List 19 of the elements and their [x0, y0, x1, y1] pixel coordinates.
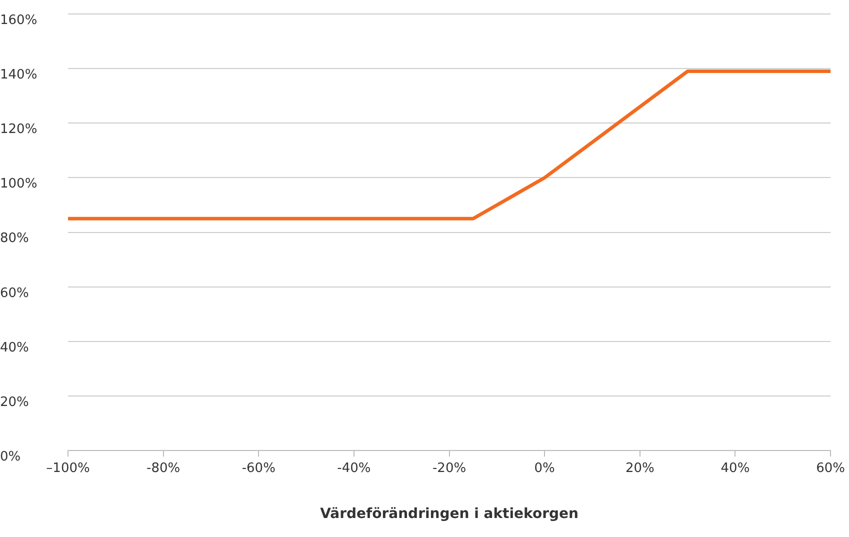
x-tick-label: -40%: [337, 460, 371, 476]
y-tick-label: 80%: [0, 231, 29, 246]
y-tick-label: 40%: [0, 340, 29, 356]
y-tick-label: 0%: [0, 449, 21, 464]
x-tick-label: -80%: [146, 460, 180, 476]
x-tick-label: 40%: [720, 460, 750, 476]
x-tick-label: 20%: [625, 460, 654, 476]
x-axis-title: Värdeförändringen i aktiekorgen: [320, 506, 578, 522]
x-tick-label: -60%: [242, 460, 276, 476]
y-tick-label: 120%: [0, 122, 38, 138]
x-tick-label: 60%: [816, 460, 846, 476]
y-tick-label: 100%: [0, 176, 38, 192]
y-tick-label: 140%: [0, 67, 38, 82]
y-tick-label: 60%: [0, 286, 29, 301]
x-tick-label: -20%: [432, 460, 466, 476]
x-tick-label: 0%: [534, 460, 555, 476]
y-tick-label: 20%: [0, 394, 29, 410]
y-tick-label: 160%: [0, 12, 38, 28]
x-tick-label: –100%: [46, 460, 90, 476]
